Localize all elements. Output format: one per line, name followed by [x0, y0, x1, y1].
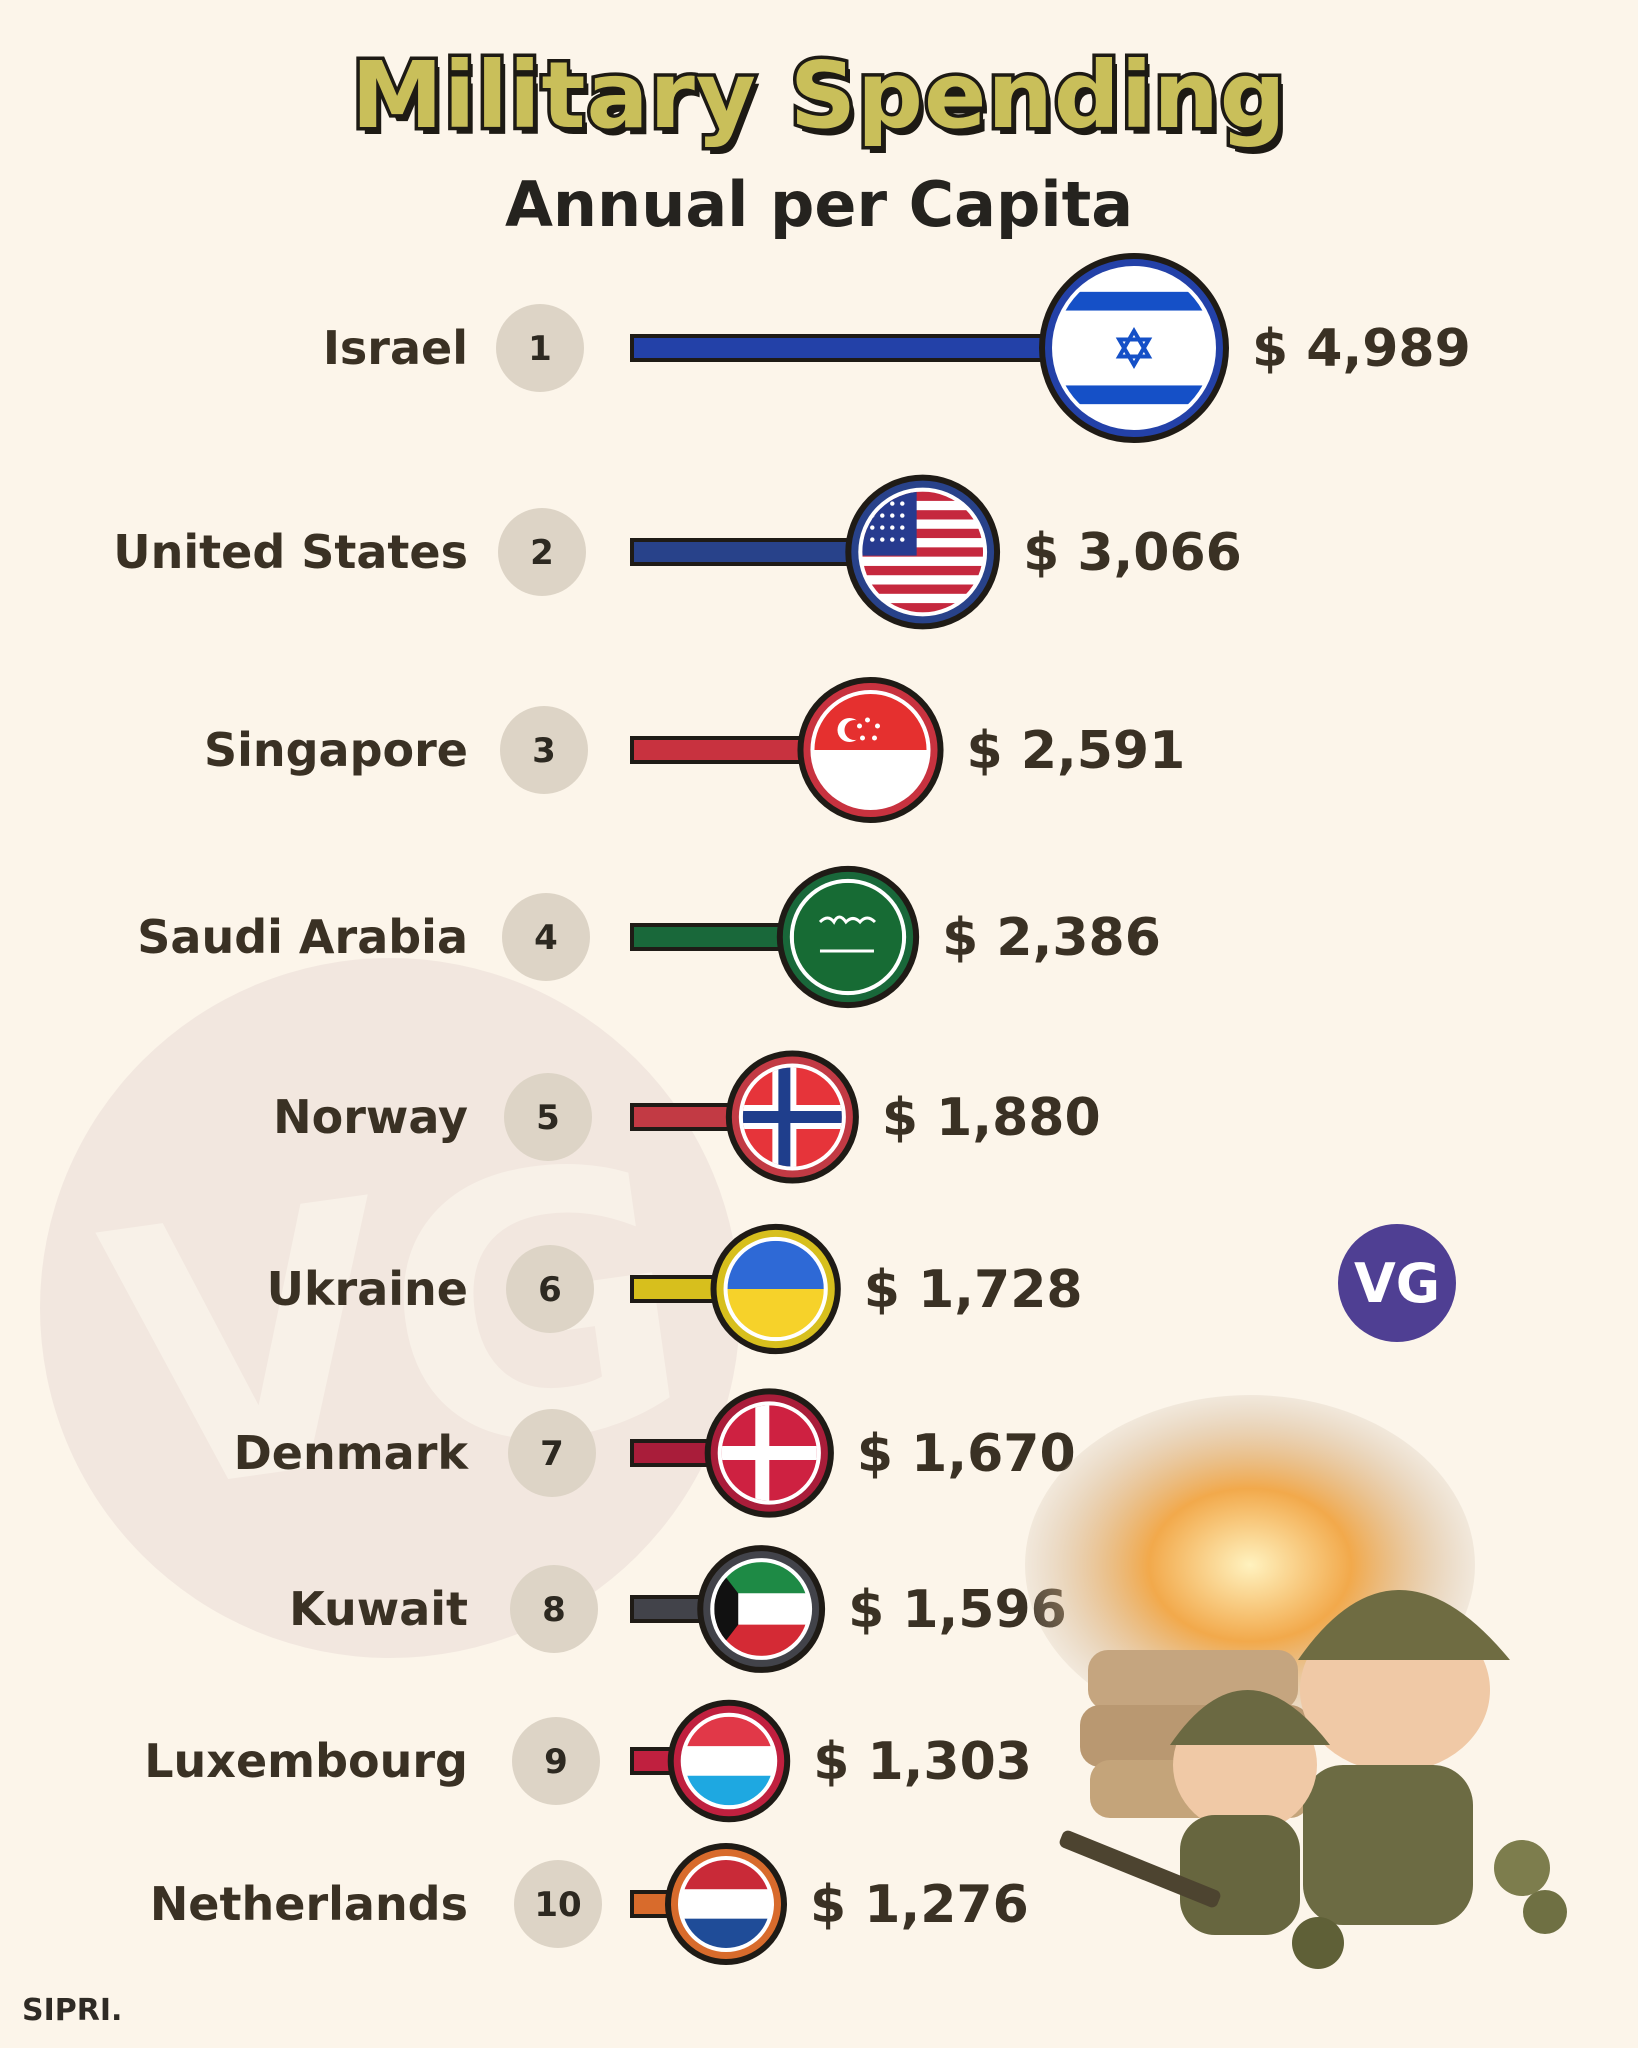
rank-number: 7	[540, 1434, 564, 1474]
rank-number: 2	[530, 533, 554, 573]
vg-badge-icon: VG	[1338, 1224, 1456, 1342]
rank-badge	[512, 1717, 600, 1805]
rank-number: 6	[538, 1270, 562, 1310]
rank-number: 4	[534, 918, 558, 958]
usa-flag-icon	[862, 491, 984, 613]
value-label: $ 1,303	[813, 1732, 1032, 1792]
value-label: $ 2,386	[942, 908, 1161, 968]
row-norway: Norway 5 $ 1,880	[273, 1050, 1101, 1184]
israel-flag-icon	[1056, 270, 1212, 426]
rank-badge	[508, 1409, 596, 1497]
row-saudi-arabia: Saudi Arabia 4 $ 2,386	[137, 865, 1161, 1009]
country-label: Netherlands	[150, 1877, 468, 1931]
row-denmark: Denmark 7 $ 1,670	[234, 1388, 1076, 1518]
country-label: Norway	[273, 1090, 468, 1144]
row-netherlands: Netherlands 10 $ 1,276	[150, 1843, 1029, 1965]
rank-number: 3	[532, 731, 556, 771]
chart-subtitle: Annual per Capita	[504, 168, 1134, 241]
denmark-flag-icon	[721, 1405, 817, 1501]
source-label: SIPRI.	[22, 1993, 123, 2028]
rank-badge	[504, 1073, 592, 1161]
value-label: $ 1,276	[810, 1875, 1029, 1935]
norway-flag-icon	[742, 1067, 842, 1167]
rank-number: 1	[528, 329, 552, 369]
bar-line	[630, 923, 800, 951]
country-label: Luxembourg	[144, 1734, 468, 1788]
row-singapore: Singapore 3 $ 2,591	[204, 676, 1186, 824]
rank-badge	[498, 508, 586, 596]
value-label: $ 4,989	[1252, 319, 1471, 379]
rank-badge	[514, 1860, 602, 1948]
country-label: United States	[113, 525, 468, 579]
rank-badge	[506, 1245, 594, 1333]
rank-badge	[510, 1565, 598, 1653]
value-label: $ 1,728	[864, 1260, 1083, 1320]
rank-badge	[502, 893, 590, 981]
row-israel: Israel 1 $ 4,989	[323, 253, 1471, 443]
row-luxembourg: Luxembourg 9 $ 1,303	[144, 1699, 1032, 1823]
row-kuwait: Kuwait 8 $ 1,596	[289, 1545, 1067, 1673]
rank-number: 8	[542, 1590, 566, 1630]
rank-badge	[500, 706, 588, 794]
rank-number: 5	[536, 1098, 560, 1138]
rank-badge	[496, 304, 584, 392]
bar-line	[630, 538, 869, 566]
value-label: $ 1,670	[857, 1424, 1076, 1484]
value-label: $ 1,880	[882, 1088, 1101, 1148]
rank-number: 9	[544, 1742, 568, 1782]
rank-number: 10	[534, 1885, 581, 1925]
country-label: Singapore	[204, 723, 468, 777]
country-label: Ukraine	[267, 1262, 468, 1316]
value-label: $ 2,591	[967, 721, 1186, 781]
country-label: Kuwait	[289, 1582, 468, 1636]
row-ukraine: Ukraine 6 $ 1,728	[267, 1223, 1083, 1355]
country-label: Saudi Arabia	[137, 910, 468, 964]
country-label: Denmark	[234, 1426, 470, 1480]
chart-title: Military Spending	[348, 39, 1289, 153]
saudi-arabia-flag-icon	[793, 882, 903, 992]
value-label: $ 3,066	[1023, 523, 1242, 583]
row-united-states: United States 2 $ 3,066	[113, 474, 1242, 630]
country-label: Israel	[323, 321, 468, 375]
